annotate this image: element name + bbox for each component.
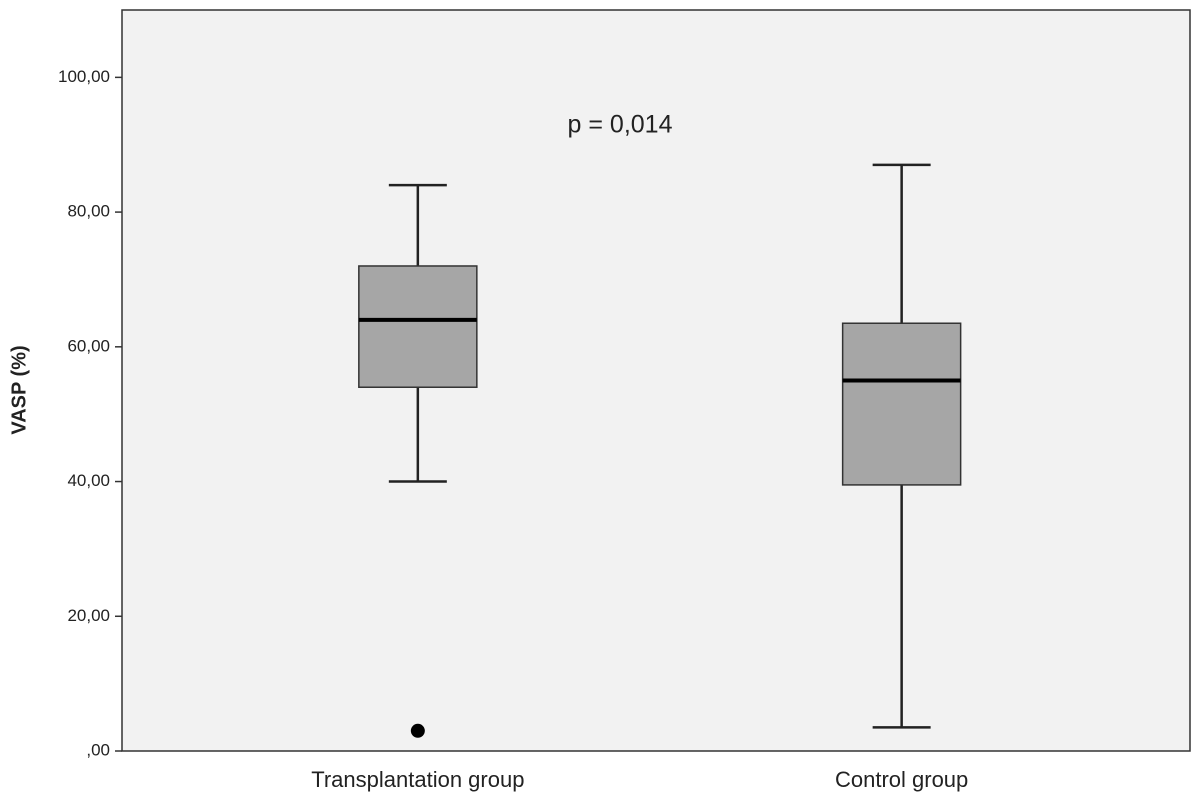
box [358, 265, 478, 388]
y-tick-label: ,00 [86, 740, 110, 759]
plot-area [121, 9, 1191, 752]
box [841, 322, 962, 486]
outlier [410, 723, 425, 738]
x-tick-label: Transplantation group [311, 767, 524, 792]
y-tick-label: 80,00 [67, 202, 110, 221]
y-tick-label: 60,00 [67, 336, 110, 355]
y-axis-label: VASP (%) [8, 345, 30, 434]
y-tick-label: 20,00 [67, 606, 110, 625]
y-tick-label: 40,00 [67, 471, 110, 490]
x-tick-label: Control group [835, 767, 968, 792]
y-tick-label: 100,00 [58, 67, 110, 86]
annotation: p = 0,014 [568, 111, 673, 139]
